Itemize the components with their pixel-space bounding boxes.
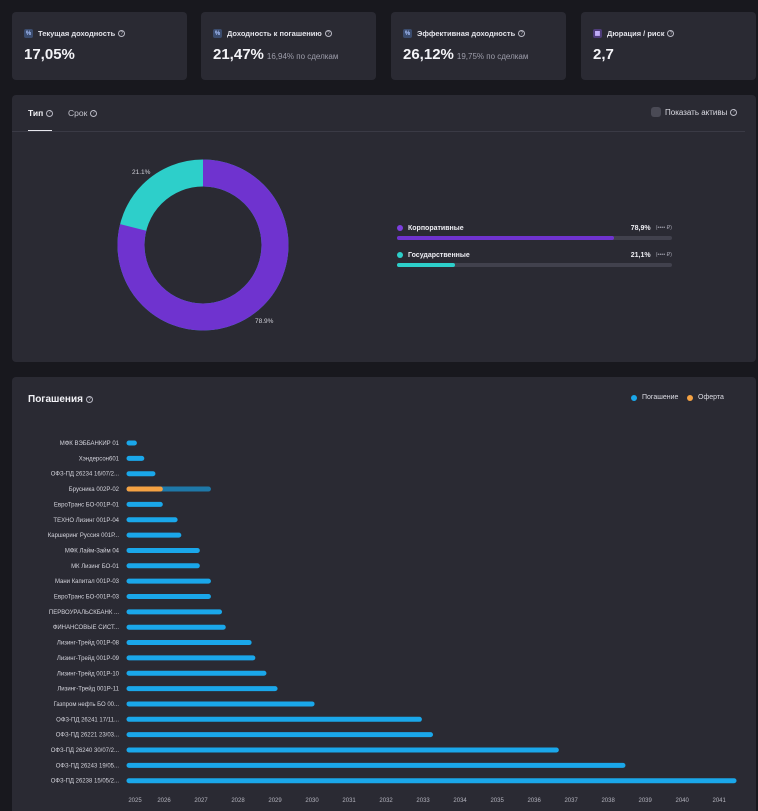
progress-track: [397, 263, 672, 267]
bar-label: Газпром нефть БО 00...: [53, 702, 119, 708]
allocation-donut-chart: 21.1% 78.9%: [117, 159, 289, 331]
donut-label-government: 21.1%: [132, 169, 151, 176]
progress-track: [397, 236, 672, 240]
help-icon[interactable]: ?: [90, 109, 98, 117]
x-tick-label: 2031: [342, 798, 356, 804]
x-tick-label: 2025: [128, 798, 142, 804]
legend-pct: 78,9%: [630, 224, 651, 232]
percent-icon: %: [213, 29, 222, 38]
bar-label: Мани Капитал 001Р-03: [55, 579, 120, 585]
bar-label: ОФЗ-ПД 26234 16/07/2...: [51, 472, 120, 478]
bar-label: ТЕХНО Лизинг 001Р-04: [53, 518, 119, 524]
x-tick-label: 2028: [231, 798, 245, 804]
stat-card-ytm: % Доходность к погашению? 21,47% 16,94% по…: [201, 12, 376, 80]
stat-card-duration: ▦ Дюрация / риск? 2,7: [581, 12, 756, 80]
bar-label: ФИНАНСОВЫЕ СИСТ...: [53, 625, 120, 631]
donut-label-corporate: 78.9%: [255, 318, 274, 325]
progress-fill: [397, 236, 614, 240]
legend-item-government: Государственные 21,1% (•••• ₽): [397, 250, 672, 267]
help-icon[interactable]: ?: [324, 30, 332, 37]
bar-label: ПЕРВОУРАЛЬСКБАНК ...: [49, 610, 119, 616]
x-tick-label: 2040: [676, 798, 690, 804]
stat-value: 21,47%: [213, 46, 264, 63]
legend-offer[interactable]: Оферта: [687, 394, 724, 401]
bar-label: Лизинг-Трейд 001Р-08: [57, 640, 120, 647]
bar-label: МК Лизинг БО-01: [71, 564, 120, 570]
legend-amount: (•••• ₽): [655, 252, 672, 258]
stat-value: 17,05%: [24, 46, 75, 63]
stat-value: 2,7: [593, 46, 614, 63]
stat-title: Доходность к погашению: [227, 29, 322, 38]
bar-label: ЕвроТранс БО-001Р-01: [54, 502, 120, 508]
help-icon[interactable]: ?: [118, 30, 126, 37]
tab-term[interactable]: Срок?: [68, 108, 98, 118]
bar-label: МФК Лайм-Займ 04: [65, 547, 120, 554]
x-tick-label: 2039: [638, 798, 652, 804]
help-icon[interactable]: ?: [46, 109, 54, 117]
legend-name: Государственные: [408, 251, 470, 259]
bar-label: Лизинг-Трейд 001Р-09: [57, 655, 120, 662]
bar-label: ОФЗ-ПД 26238 15/05/2...: [51, 779, 120, 785]
x-tick-label: 2027: [194, 798, 208, 804]
legend-item-corporate: Корпоративные 78,9% (•••• ₽): [397, 223, 672, 240]
bar-label: Лизинг-Трейд 001Р-11: [57, 686, 119, 693]
x-tick-label: 2041: [713, 798, 727, 804]
bar-label: ЕвроТранс БО-001Р-03: [54, 595, 120, 601]
stat-card-current-yield: % Текущая доходность? 17,05%: [12, 12, 187, 80]
bar-label: ОФЗ-ПД 26243 19/05...: [56, 763, 120, 769]
help-icon[interactable]: ?: [730, 108, 738, 116]
bar-label: Брусника 002Р-02: [69, 487, 120, 493]
x-tick-label: 2035: [490, 798, 504, 804]
percent-icon: %: [24, 29, 33, 38]
bar-label: МФК ВЭББАНКИР 01: [60, 441, 120, 447]
x-tick-label: 2026: [157, 798, 171, 804]
bar-label: Хэндерсон601: [79, 456, 120, 462]
stat-card-effective-yield: % Эффективная доходность? 26,12% 19,75% по…: [391, 12, 566, 80]
x-tick-label: 2036: [527, 798, 541, 804]
legend-dot: [397, 252, 403, 258]
legend-dot: [397, 225, 403, 231]
x-tick-label: 2034: [453, 798, 467, 804]
calendar-icon: ▦: [593, 29, 602, 38]
legend-dot: [687, 394, 693, 401]
legend-amount: (•••• ₽): [655, 225, 672, 231]
stat-title: Эффективная доходность: [417, 29, 516, 38]
x-tick-label: 2032: [379, 798, 393, 804]
tab-type[interactable]: Тип?: [28, 108, 54, 118]
stat-subvalue: 16,94% по сделкам: [266, 52, 339, 61]
stat-value: 26,12%: [403, 46, 454, 63]
x-tick-label: 2033: [416, 798, 430, 804]
show-assets-label: Показать активы: [665, 107, 728, 117]
bar-label: ОФЗ-ПД 26240 30/07/2...: [51, 748, 120, 754]
progress-fill: [397, 263, 456, 267]
help-icon[interactable]: ?: [518, 30, 526, 37]
x-tick-label: 2030: [305, 798, 319, 804]
help-icon[interactable]: ?: [85, 396, 93, 403]
bar-label: Лизинг-Трейд 001Р-10: [57, 670, 120, 677]
checkbox[interactable]: [651, 107, 661, 117]
bar-label: Каршеринг Руссия 001Р...: [48, 533, 120, 539]
x-tick-label: 2038: [601, 798, 615, 804]
divider: [12, 131, 745, 132]
help-icon[interactable]: ?: [667, 30, 675, 37]
redemptions-title: Погашения?: [28, 394, 93, 405]
show-assets-toggle[interactable]: Показать активы?: [651, 107, 738, 117]
bar-label: ОФЗ-ПД 26221 23/03...: [56, 733, 120, 739]
legend-name: Корпоративные: [408, 224, 464, 232]
active-tab-indicator: [28, 130, 52, 132]
legend-redemption[interactable]: Погашение: [631, 394, 678, 401]
stat-title: Текущая доходность: [38, 29, 116, 38]
legend-pct: 21,1%: [630, 251, 651, 259]
percent-icon: %: [403, 29, 412, 38]
x-tick-label: 2037: [564, 798, 578, 804]
legend-dot: [631, 394, 637, 401]
bar-label: ОФЗ-ПД 26241 17/11...: [56, 717, 119, 723]
stat-subvalue: 19,75% по сделкам: [456, 52, 529, 61]
donut-slice-corporate[interactable]: [117, 159, 289, 331]
stat-title: Дюрация / риск: [607, 29, 665, 38]
x-tick-label: 2029: [268, 798, 282, 804]
